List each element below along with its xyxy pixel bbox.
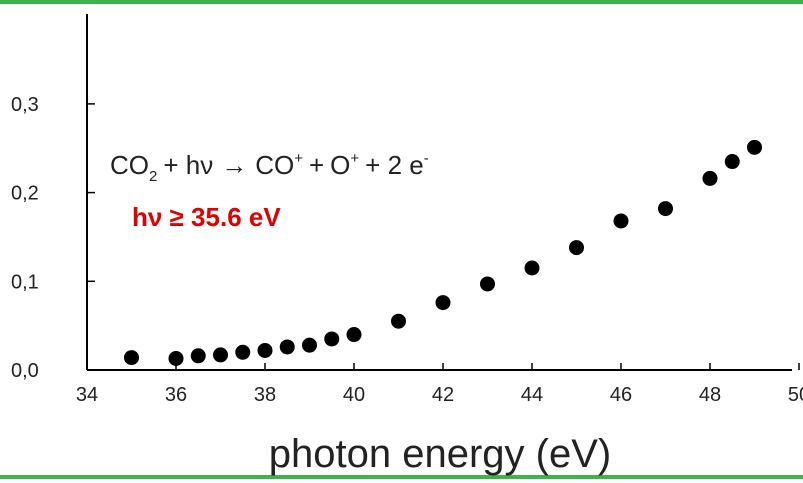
x-tick-label: 46 — [610, 384, 632, 406]
reaction-lhs-subscript: 2 — [149, 168, 157, 185]
data-point — [279, 339, 295, 355]
y-ticks: 0,0 0,1 0,2 0,3 — [11, 94, 95, 382]
threshold-annotation: hν ≥ 35.6 eV — [132, 202, 281, 232]
x-tick-label: 36 — [165, 384, 187, 406]
data-point — [168, 350, 184, 366]
reaction-photon: + hν — [163, 150, 213, 180]
reaction-product-o: O — [330, 150, 350, 180]
x-ticks: 34 36 38 40 42 44 46 48 50 — [76, 363, 803, 406]
data-point — [435, 295, 451, 311]
data-point — [391, 313, 406, 329]
y-tick-label: 0,0 — [11, 360, 39, 382]
x-tick-label: 40 — [343, 384, 365, 406]
data-point — [480, 276, 495, 292]
data-point — [213, 347, 228, 363]
reaction-product-co: CO — [255, 150, 294, 180]
x-tick-label: 50 — [788, 384, 803, 406]
data-point — [724, 154, 740, 170]
data-point — [747, 139, 762, 155]
x-axis-label: photon energy (eV) — [269, 432, 611, 476]
data-point — [524, 260, 540, 276]
data-point — [302, 337, 317, 353]
x-tick-label: 34 — [76, 384, 98, 406]
y-tick-label: 0,2 — [11, 183, 39, 205]
reaction-electrons: + 2 e — [365, 150, 424, 180]
data-points — [124, 139, 762, 366]
data-point — [658, 201, 673, 217]
data-point — [324, 331, 340, 347]
y-tick-label: 0,1 — [11, 271, 39, 293]
reaction-equation: CO2 + hν → CO+ + O+ + 2 e- — [110, 150, 429, 185]
reaction-arrow: → — [221, 150, 247, 180]
reaction-lhs: CO — [110, 150, 149, 180]
data-point — [569, 240, 584, 256]
x-tick-label: 38 — [254, 384, 276, 406]
x-tick-label: 48 — [699, 384, 721, 406]
x-tick-label: 42 — [432, 384, 454, 406]
y-tick-label: 0,3 — [11, 94, 39, 116]
reaction-plus: + — [309, 150, 324, 180]
data-point — [346, 327, 362, 343]
data-point — [235, 344, 251, 360]
data-point — [613, 213, 629, 229]
reaction-product-o-charge: + — [350, 150, 359, 167]
data-point — [257, 342, 273, 358]
data-point — [124, 350, 139, 366]
x-tick-label: 44 — [521, 384, 543, 406]
data-point — [190, 348, 206, 364]
data-point — [702, 170, 718, 186]
reaction-product-co-charge: + — [294, 150, 303, 167]
reaction-electron-charge: - — [424, 150, 429, 167]
